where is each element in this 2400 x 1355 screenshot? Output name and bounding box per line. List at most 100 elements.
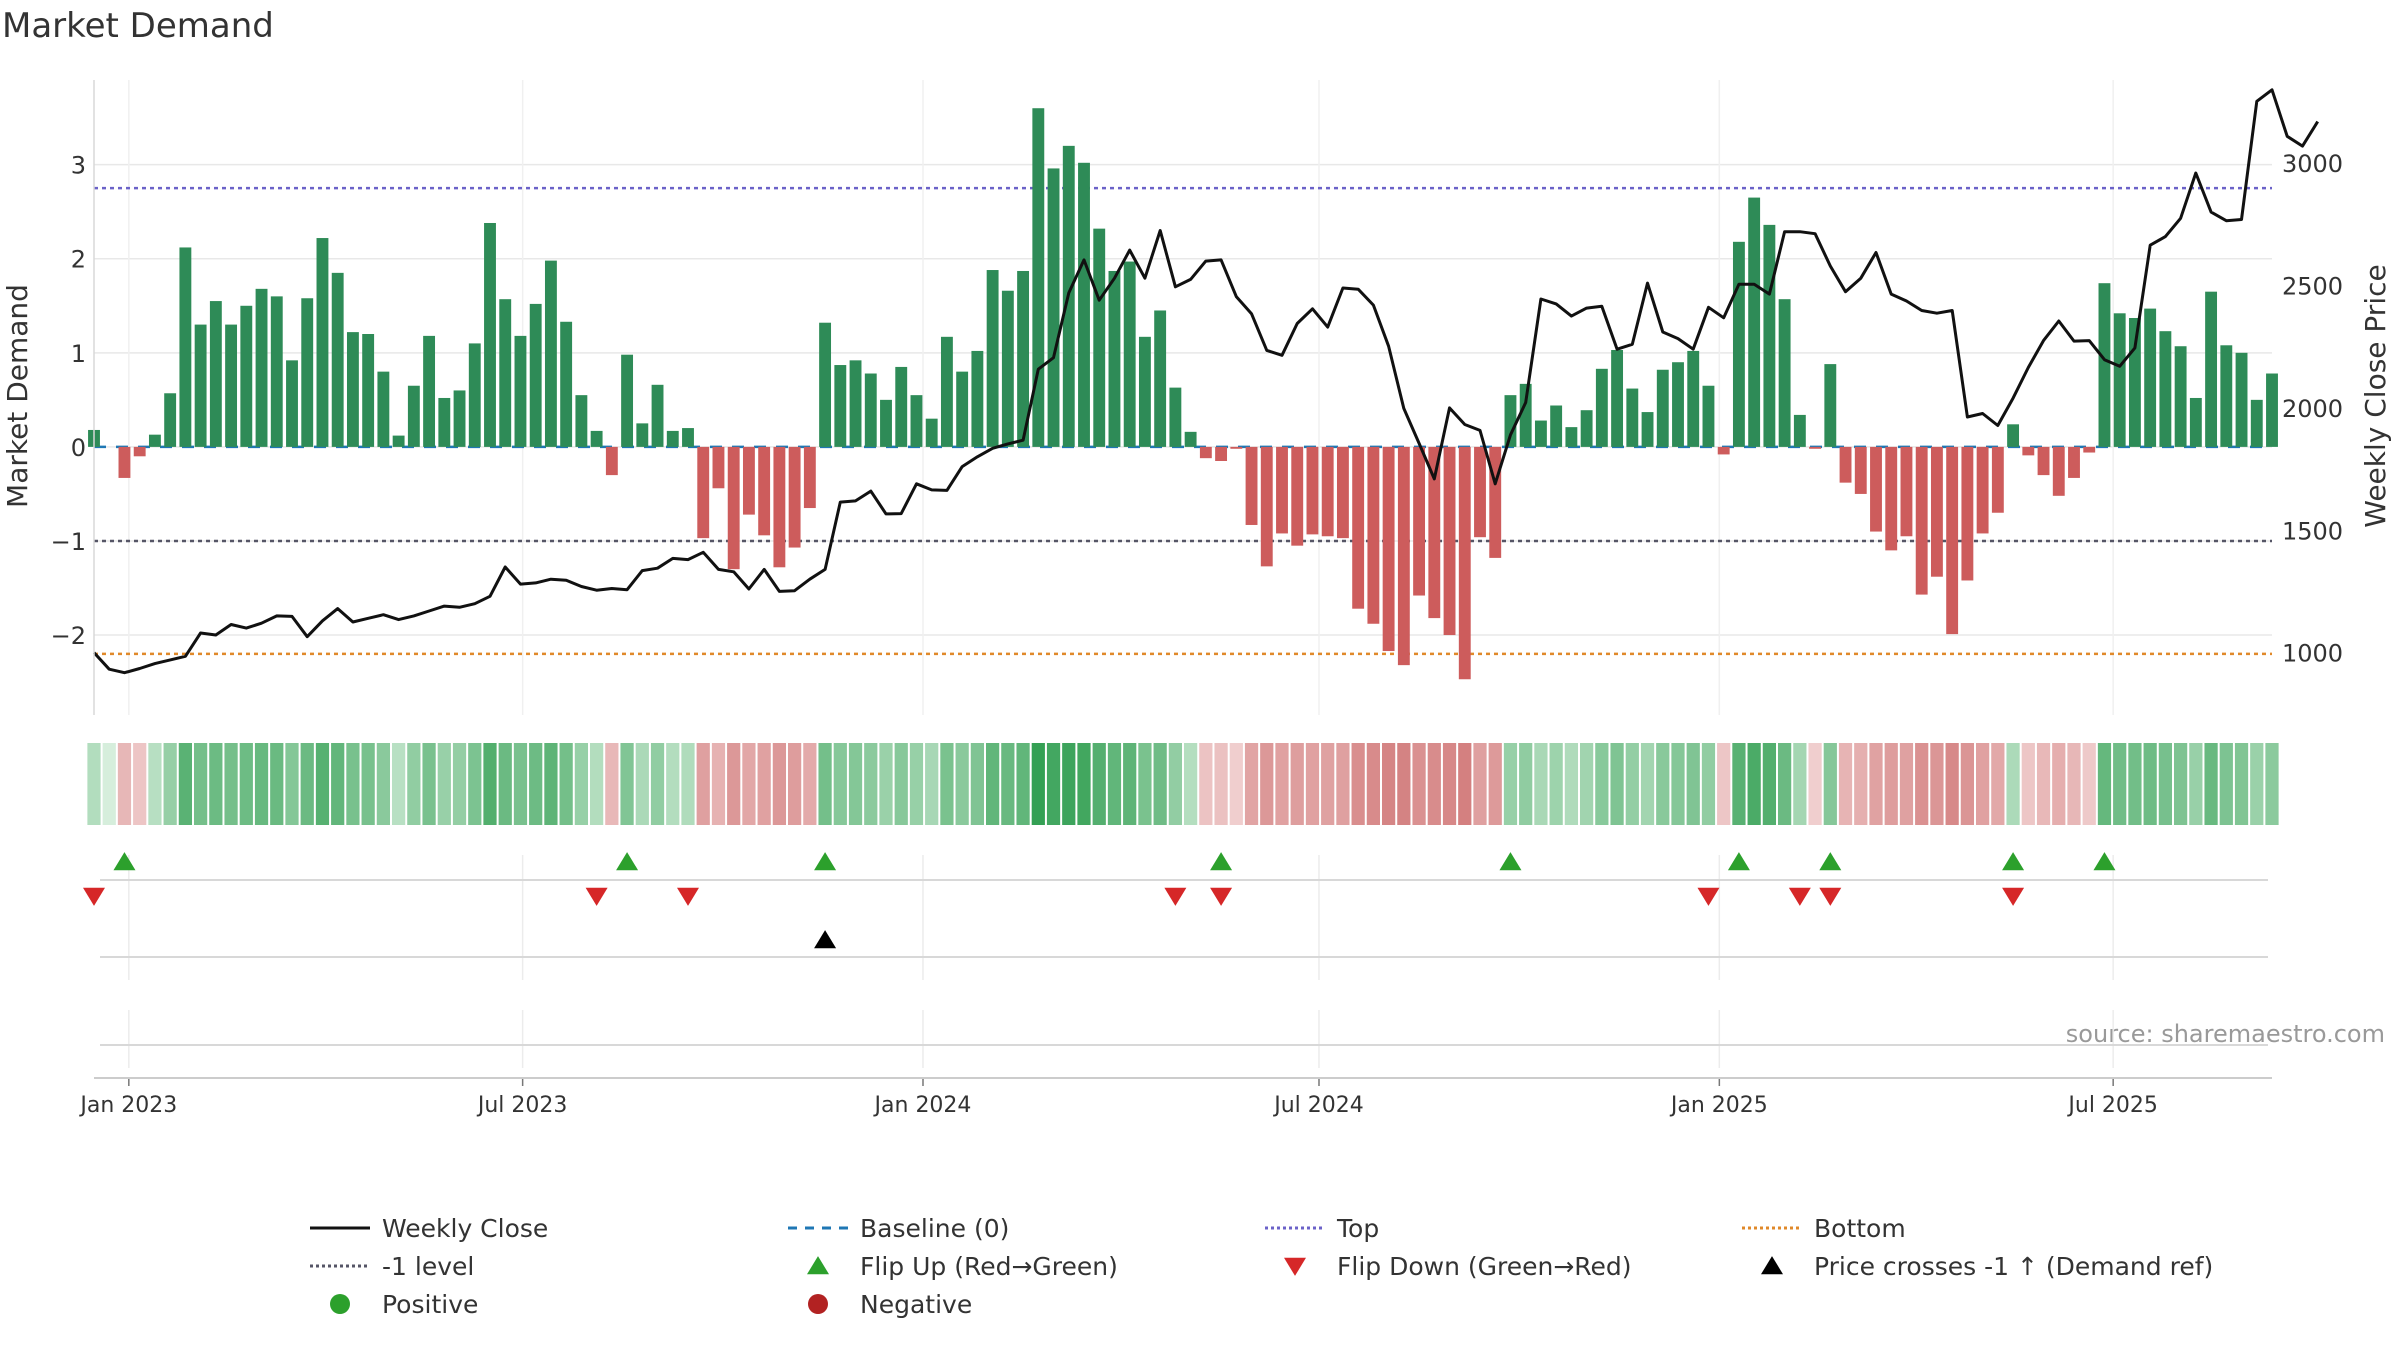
- heat-cell: [133, 743, 147, 825]
- demand-bar-positive: [2266, 373, 2278, 447]
- demand-bar-negative: [1352, 446, 1365, 609]
- demand-bar-positive: [560, 321, 573, 447]
- demand-bar-positive: [2007, 424, 2020, 447]
- demand-bar-positive: [2235, 352, 2248, 447]
- demand-bar-positive: [651, 384, 664, 447]
- demand-bar-negative: [1306, 446, 1319, 535]
- heat-cell: [727, 743, 741, 825]
- heat-cell: [1945, 743, 1959, 825]
- demand-bar-positive: [225, 324, 238, 447]
- demand-bar-positive: [1702, 385, 1715, 447]
- heat-cell: [1564, 743, 1578, 825]
- demand-bar-negative: [2052, 446, 2065, 496]
- heat-cell: [620, 743, 634, 825]
- demand-bar-positive: [1793, 414, 1806, 447]
- heat-cell: [1656, 743, 1670, 825]
- demand-bar-positive: [1078, 162, 1090, 447]
- demand-bar-negative: [803, 446, 816, 509]
- heat-cell: [1838, 743, 1853, 825]
- demand-bar-positive: [1519, 383, 1532, 447]
- heat-cell: [986, 743, 1000, 825]
- demand-bar-positive: [2174, 346, 2187, 447]
- demand-bar-positive: [1504, 395, 1517, 447]
- flip-up-marker: [1819, 852, 1842, 871]
- flip-up-marker: [814, 852, 837, 871]
- heat-cell: [2067, 743, 2081, 825]
- heat-cell: [1915, 743, 1929, 825]
- price-cross-marker: [814, 930, 837, 949]
- heat-cell: [1686, 743, 1700, 825]
- demand-bar-positive: [346, 332, 359, 447]
- flip-down-marker: [1788, 887, 1811, 906]
- heat-cell: [1503, 743, 1518, 825]
- heat-cell: [1214, 743, 1228, 825]
- heat-cell: [437, 743, 451, 825]
- heat-cell: [1382, 743, 1396, 825]
- x-tick-label: Jul 2025: [2066, 1093, 2158, 1118]
- demand-bar-negative: [1321, 446, 1334, 537]
- demand-bar-negative: [118, 446, 131, 478]
- demand-bar-negative: [2083, 446, 2096, 453]
- y-axis-label-right: Weekly Close Price: [2359, 264, 2392, 527]
- heat-cell: [1960, 743, 1974, 825]
- heat-cell: [1869, 743, 1883, 825]
- legend-label: Flip Down (Green→Red): [1337, 1252, 1632, 1281]
- heat-cell: [1732, 743, 1746, 825]
- demand-bar-positive: [423, 335, 436, 447]
- demand-bars: [88, 108, 2278, 680]
- y-tick-label-right: 3000: [2282, 150, 2343, 178]
- legend-swatch-triangle-up: [807, 1256, 829, 1275]
- demand-bar-positive: [864, 373, 877, 447]
- heat-cell: [940, 743, 954, 825]
- heat-cell: [1001, 743, 1015, 825]
- signal-markers-panel: [83, 852, 2268, 1046]
- demand-bar-positive: [910, 395, 923, 447]
- demand-bar-negative: [1458, 446, 1471, 680]
- heat-cell: [102, 743, 116, 825]
- demand-bar-positive: [2113, 313, 2126, 447]
- demand-bar-positive: [971, 350, 984, 447]
- demand-bar-negative: [758, 446, 771, 536]
- demand-bar-positive: [544, 260, 557, 447]
- heat-cell: [1412, 743, 1426, 825]
- heat-cell: [1290, 743, 1304, 825]
- heat-cell: [361, 743, 375, 825]
- legend-label: Positive: [382, 1290, 478, 1319]
- demand-bar-positive: [590, 430, 603, 447]
- legend: Weekly Close Baseline (0) Top Bottom -1 leve…: [310, 1214, 2213, 1319]
- y-tick-label-right: 1000: [2282, 640, 2343, 668]
- heat-cell: [666, 743, 680, 825]
- heat-cell: [346, 743, 360, 825]
- demand-bar-positive: [940, 336, 953, 447]
- demand-bar-negative: [133, 446, 146, 457]
- demand-bar-positive: [925, 418, 938, 447]
- demand-bar-negative: [773, 446, 786, 568]
- heat-cell: [894, 743, 908, 825]
- heat-cell: [1747, 743, 1761, 825]
- heat-cell: [1625, 743, 1639, 825]
- x-tick-label: Jul 2023: [476, 1093, 568, 1118]
- demand-bar-positive: [1032, 108, 1045, 447]
- demand-bar-positive: [331, 272, 344, 447]
- demand-bar-negative: [1946, 446, 1959, 635]
- heat-cell: [1778, 743, 1792, 825]
- heat-cell: [757, 743, 771, 825]
- grid-lines: [94, 80, 2272, 1068]
- legend-label: Price crosses -1 ↑ (Demand ref): [1814, 1252, 2213, 1281]
- heat-cell: [2219, 743, 2233, 825]
- demand-bar-positive: [2159, 331, 2172, 447]
- x-tick-label: Jan 2024: [873, 1093, 972, 1118]
- heat-cell: [422, 743, 436, 825]
- demand-bar-positive: [1017, 270, 1030, 447]
- heat-cell: [1184, 743, 1198, 825]
- heat-cell: [407, 743, 421, 825]
- demand-bar-positive: [1580, 410, 1593, 447]
- heat-cell: [1458, 743, 1472, 825]
- demand-bar-positive: [1123, 261, 1136, 447]
- y-axis-label-left: Market Demand: [1, 284, 34, 508]
- demand-bar-positive: [468, 343, 481, 447]
- heat-cell: [209, 743, 223, 825]
- heat-cell: [1762, 743, 1776, 825]
- demand-bar-negative: [1413, 446, 1426, 596]
